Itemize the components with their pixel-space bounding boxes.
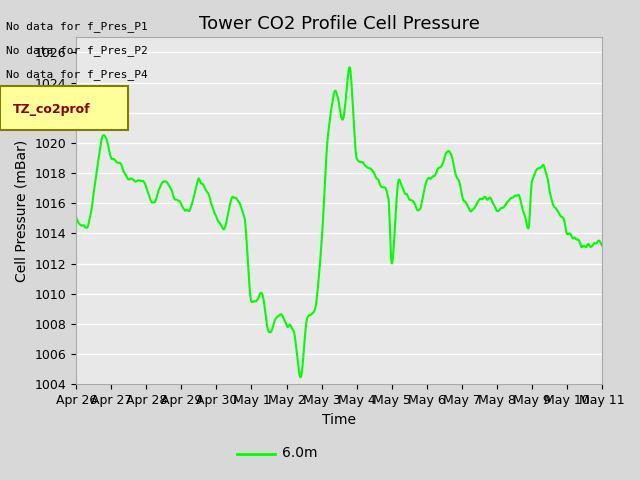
Text: TZ_co2prof: TZ_co2prof: [13, 103, 90, 116]
Text: 6.0m: 6.0m: [282, 446, 317, 460]
X-axis label: Time: Time: [322, 413, 356, 427]
Text: No data for f_Pres_P1: No data for f_Pres_P1: [6, 21, 148, 32]
Y-axis label: Cell Pressure (mBar): Cell Pressure (mBar): [15, 140, 29, 282]
Text: No data for f_Pres_P4: No data for f_Pres_P4: [6, 69, 148, 80]
Title: Tower CO2 Profile Cell Pressure: Tower CO2 Profile Cell Pressure: [199, 15, 479, 33]
Text: No data for f_Pres_P2: No data for f_Pres_P2: [6, 45, 148, 56]
